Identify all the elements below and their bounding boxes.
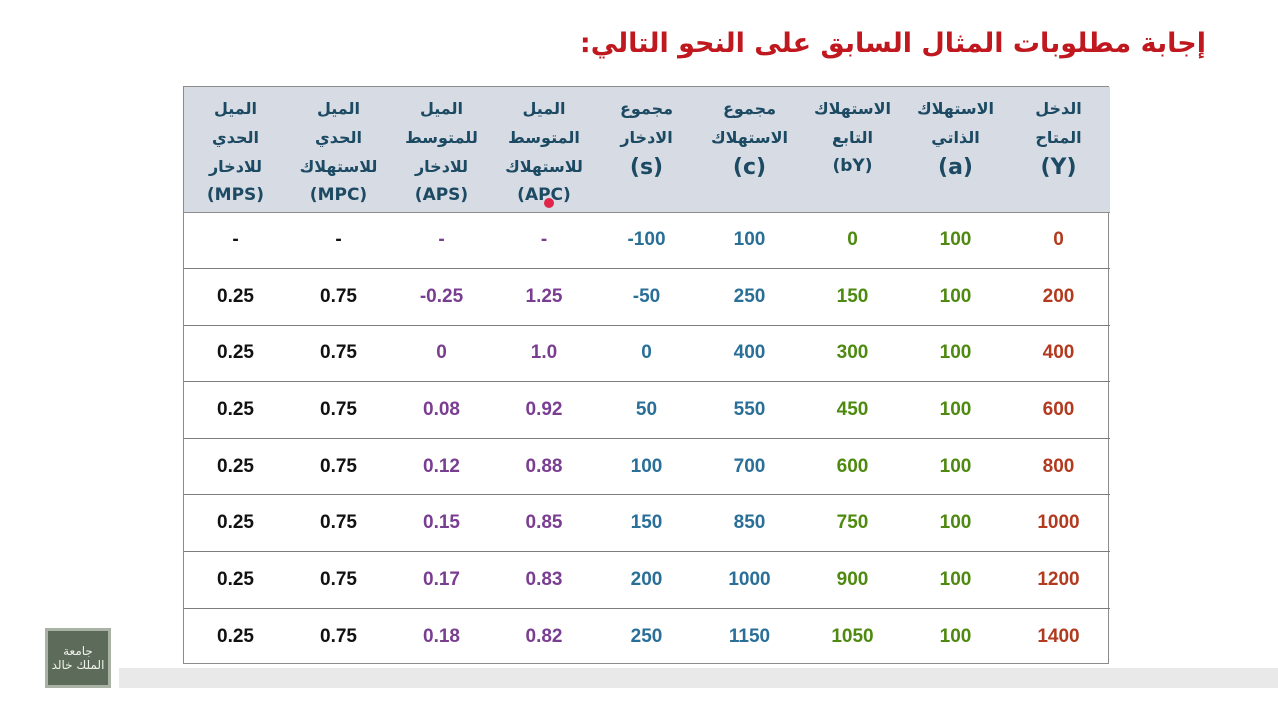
cell-y: 200 [1007,268,1110,326]
cell-mpc: 0.75 [287,381,390,439]
cell-c: 100 [698,211,801,269]
cell-y: 1000 [1007,494,1110,552]
cell-aps: 0.17 [390,551,493,609]
cell-by: 900 [801,551,904,609]
cell-mpc: 0.75 [287,324,390,382]
cell-a: 100 [904,437,1007,495]
header-mpc: الميل الحدي للاستهلاك (MPC) [299,99,378,205]
cell-mpc: - [287,211,390,269]
table-header-row: الميل الحدي للادخار (MPS) الميل الحدي لل… [184,87,1110,212]
cell-c: 550 [698,381,801,439]
cell-s: -50 [595,268,698,326]
consumption-savings-table: الميل الحدي للادخار (MPS) الميل الحدي لل… [184,87,1110,665]
cell-aps: - [390,211,493,269]
cell-a: 100 [904,381,1007,439]
cell-apc: 0.88 [493,437,595,495]
cell-a: 100 [904,607,1007,665]
header-aps: الميل للمتوسط للادخار (APS) [405,99,478,205]
cell-a: 100 [904,324,1007,382]
cell-apc: 1.25 [493,268,595,326]
table-row: 0.25 0.75 0.15 0.85 150 850 750 100 1000 [184,494,1110,552]
cell-mpc: 0.75 [287,437,390,495]
cell-by: 750 [801,494,904,552]
cell-by: 0 [801,211,904,269]
cell-aps: 0.18 [390,607,493,665]
cell-mps: 0.25 [184,551,287,609]
cell-a: 100 [904,211,1007,269]
cell-s: 0 [595,324,698,382]
header-autonomous-consumption: الاستهلاك الذاتي (a) [916,99,995,180]
header-disposable-income: الدخل المتاح (Y) [1035,99,1082,180]
cell-y: 400 [1007,324,1110,382]
cell-apc: - [493,211,595,269]
header-mps: الميل الحدي للادخار (MPS) [206,99,265,205]
table-row: 0.25 0.75 0.18 0.82 250 1150 1050 100 1400 [184,607,1110,665]
cell-c: 850 [698,494,801,552]
table-row: 0.25 0.75 0.08 0.92 50 550 450 100 600 [184,381,1110,439]
cell-aps: 0.08 [390,381,493,439]
cell-by: 450 [801,381,904,439]
cell-mpc: 0.75 [287,607,390,665]
header-consumption: مجموع الاستهلاك (c) [710,99,789,180]
table-row: 0.25 0.75 -0.25 1.25 -50 250 150 100 200 [184,268,1110,326]
cell-c: 1150 [698,607,801,665]
university-logo: جامعة الملك خالد [45,628,111,688]
cell-by: 1050 [801,607,904,665]
cell-by: 600 [801,437,904,495]
cell-apc: 0.92 [493,381,595,439]
cell-apc: 0.82 [493,607,595,665]
cell-y: 1400 [1007,607,1110,665]
cell-aps: 0.12 [390,437,493,495]
cell-c: 1000 [698,551,801,609]
page-title: إجابة مطلوبات المثال السابق على النحو ال… [579,28,1206,59]
cell-s: 50 [595,381,698,439]
cell-aps: 0 [390,324,493,382]
cell-s: 200 [595,551,698,609]
cell-mpc: 0.75 [287,268,390,326]
header-apc: الميل المتوسط للاستهلاك (APC) [505,99,583,205]
progress-track [119,668,1278,688]
table-row: - - - - -100 100 0 100 0 [184,211,1110,269]
cell-mps: 0.25 [184,381,287,439]
cell-aps: 0.15 [390,494,493,552]
cell-by: 150 [801,268,904,326]
cell-aps: -0.25 [390,268,493,326]
cell-s: 250 [595,607,698,665]
cell-s: 150 [595,494,698,552]
cell-apc: 1.0 [493,324,595,382]
cell-mps: - [184,211,287,269]
cell-mpc: 0.75 [287,494,390,552]
cell-mps: 0.25 [184,268,287,326]
cell-y: 0 [1007,211,1110,269]
table-row: 0.25 0.75 0.12 0.88 100 700 600 100 800 [184,437,1110,495]
data-table-container: الميل الحدي للادخار (MPS) الميل الحدي لل… [183,86,1110,665]
cell-a: 100 [904,551,1007,609]
cell-a: 100 [904,268,1007,326]
cell-mps: 0.25 [184,324,287,382]
table-row: 0.25 0.75 0.17 0.83 200 1000 900 100 1200 [184,551,1110,609]
table-row: 0.25 0.75 0 1.0 0 400 300 100 400 [184,324,1110,382]
cell-s: 100 [595,437,698,495]
cell-s: -100 [595,211,698,269]
cell-c: 400 [698,324,801,382]
cell-c: 250 [698,268,801,326]
header-induced-consumption: الاستهلاك التابع (bY) [813,99,892,176]
header-savings: مجموع الادخار (s) [619,99,674,180]
logo-line-2: الملك خالد [51,658,105,672]
cell-y: 600 [1007,381,1110,439]
cell-a: 100 [904,494,1007,552]
cell-apc: 0.85 [493,494,595,552]
cell-mpc: 0.75 [287,551,390,609]
cell-apc: 0.83 [493,551,595,609]
cell-mps: 0.25 [184,607,287,665]
cell-mps: 0.25 [184,494,287,552]
cell-c: 700 [698,437,801,495]
pointer-dot [544,198,554,208]
cell-mps: 0.25 [184,437,287,495]
cell-by: 300 [801,324,904,382]
cell-y: 800 [1007,437,1110,495]
logo-line-1: جامعة [63,644,93,658]
table-body: - - - - -100 100 0 100 0 0.25 0.75 -0.25 1.25 -50 250 1… [184,211,1110,665]
cell-y: 1200 [1007,551,1110,609]
